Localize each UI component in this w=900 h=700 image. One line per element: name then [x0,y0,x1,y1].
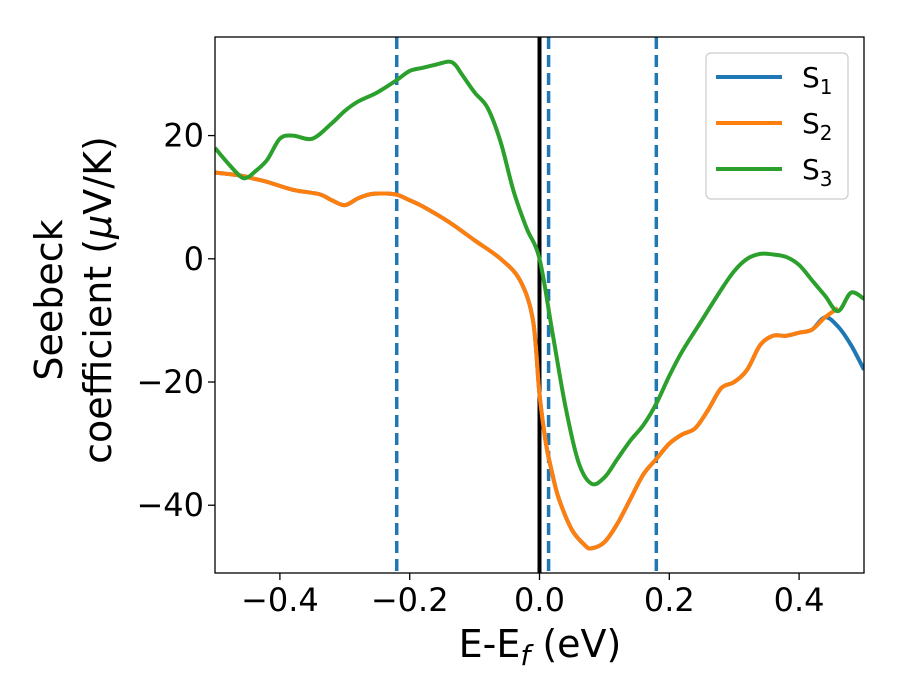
y-axis-label-line1: Seebeck [27,219,71,380]
x-axis-label-unit: (eV) [530,622,621,666]
y-axis-label-line2: coefficient (μV/K) [76,136,120,464]
legend-label-S3: S3 [802,153,833,191]
legend-box [705,52,849,200]
x-tick-label: 0.2 [644,581,695,619]
x-tick-label: 0.0 [514,581,565,619]
y-tick-label: −20 [136,363,204,401]
y-axis-ticks: −40 −20 0 20 [136,117,215,524]
y-tick-label: 20 [163,117,204,155]
y-axis-label: Seebeck coefficient (μV/K) [27,136,120,464]
y-tick-label: −40 [136,486,204,524]
x-axis-label-main: E-E [459,622,521,666]
legend-label-S2: S2 [802,107,833,145]
y-axis-label-unit: V/K) [76,136,120,215]
series-lines [215,59,864,551]
x-axis-ticks: −0.4 −0.2 0.0 0.2 0.4 [241,573,825,619]
y-axis-label-line2-text: coefficient ( [76,239,120,464]
reference-lines [394,37,659,573]
series-line-S3 [215,59,864,487]
x-tick-label: −0.4 [241,581,319,619]
legend-label-S1: S1 [802,61,833,99]
series-line-S2 [215,170,840,551]
x-tick-label: −0.2 [371,581,449,619]
y-axis-label-mu: μ [76,215,120,240]
legend: S1 S2 S3 [705,52,849,200]
y-tick-label: 0 [184,240,204,278]
x-axis-label: E-Ef (eV) [459,622,622,672]
x-tick-label: 0.4 [774,581,825,619]
